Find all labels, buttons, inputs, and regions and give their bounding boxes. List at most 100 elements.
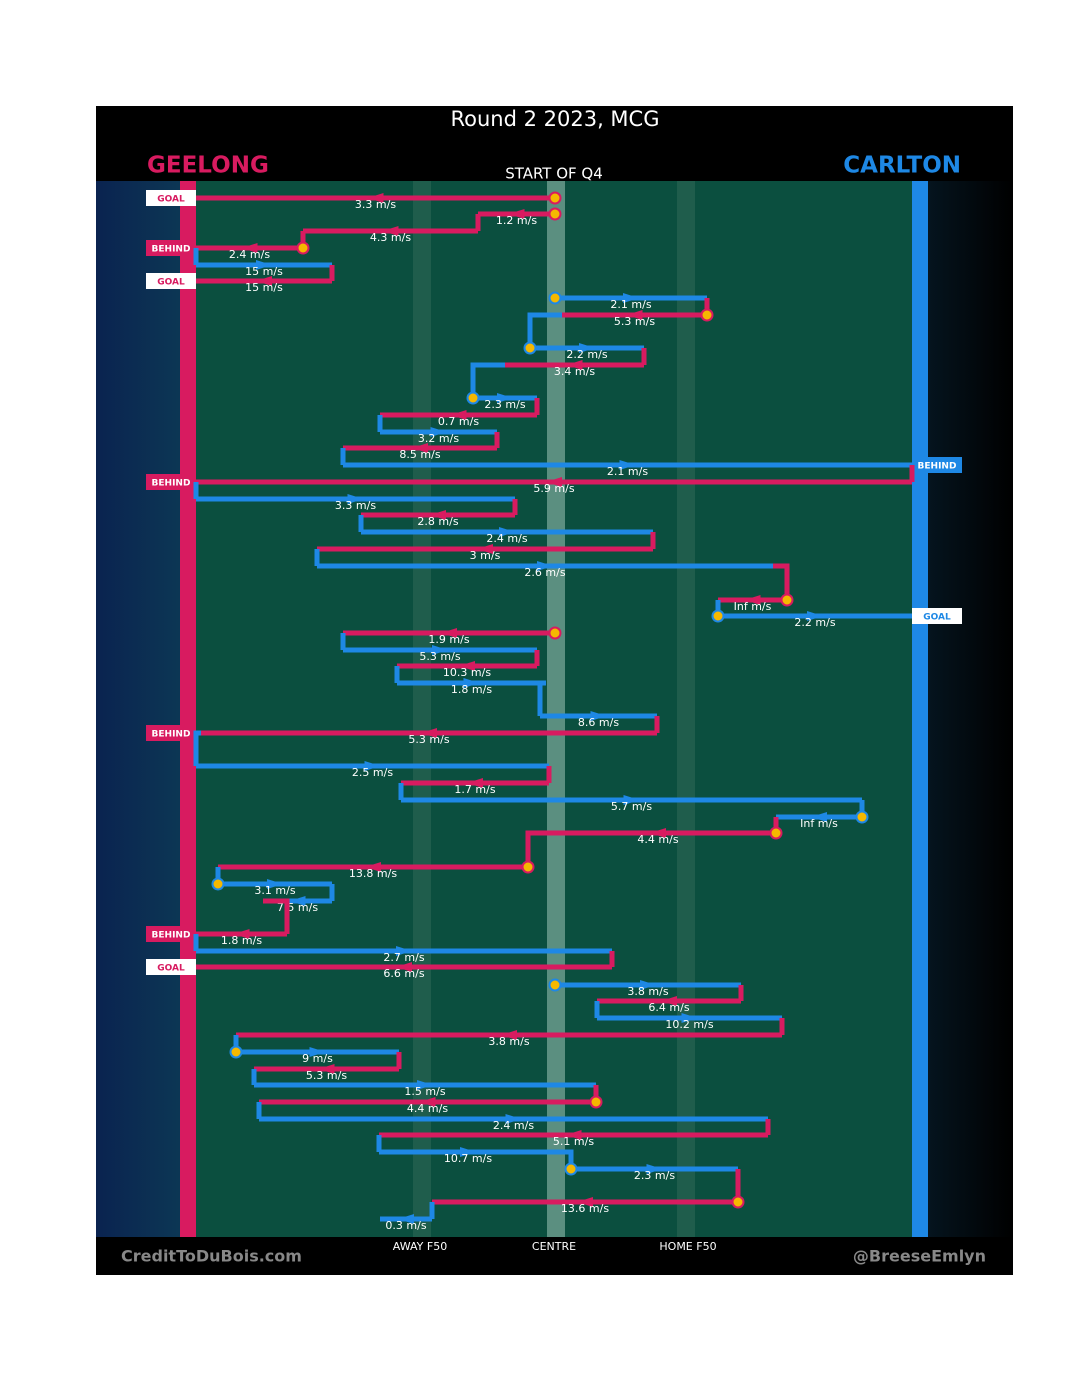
arrow [499, 527, 515, 537]
speed-label: 1.2 m/s [496, 214, 537, 227]
speed-label: 4.3 m/s [370, 231, 411, 244]
arrow [626, 310, 643, 320]
arrow [501, 1030, 517, 1040]
right-margin [912, 181, 1013, 1237]
outcome-label: BEHIND [152, 730, 191, 740]
connector [263, 898, 290, 934]
speed-label: 3.3 m/s [335, 499, 376, 512]
possession-start [548, 207, 562, 221]
speed-label: 2.4 m/s [493, 1119, 534, 1132]
outcome-box [146, 474, 196, 490]
possession-start [700, 308, 714, 322]
speed-label: 5.3 m/s [408, 733, 449, 746]
outcome-box [912, 608, 962, 624]
home-goal-line [180, 181, 196, 1237]
outcome-label: GOAL [157, 278, 185, 288]
speed-label: 2.3 m/s [484, 398, 525, 411]
outcome-box [912, 457, 962, 473]
arrow [318, 1064, 335, 1074]
outcome-label: GOAL [923, 613, 951, 623]
arrow [396, 946, 412, 956]
arrow [347, 494, 364, 504]
possession-start [564, 1162, 578, 1176]
speed-label: 2.2 m/s [566, 348, 607, 361]
speed-label: 3 m/s [470, 549, 501, 562]
speed-label: 2.2 m/s [794, 616, 835, 629]
arrow [811, 812, 827, 822]
speed-label: 9 m/s [302, 1052, 333, 1065]
arrow [681, 1013, 698, 1023]
speed-label: 8.5 m/s [399, 448, 440, 461]
possession-start [466, 391, 480, 405]
arrow [579, 343, 595, 353]
possession-start [548, 191, 562, 205]
credit: @BreeseEmlyn [853, 1247, 986, 1266]
away-f50-band [413, 181, 431, 1237]
speed-label: 2.1 m/s [610, 298, 651, 311]
arrow [417, 1080, 433, 1090]
outcome-label: BEHIND [918, 462, 957, 472]
speed-label: 1.8 m/s [221, 934, 262, 947]
arrow [367, 193, 384, 203]
arrow [619, 460, 636, 470]
connector [773, 563, 790, 600]
outcome-label: BEHIND [152, 931, 191, 941]
speed-label: 3.3 m/s [355, 198, 396, 211]
arrow [430, 510, 446, 520]
arrow [460, 1147, 476, 1157]
outcome-box [146, 926, 196, 942]
connector [193, 730, 201, 766]
possession-start [548, 978, 562, 992]
speed-label: 0.3 m/s [385, 1219, 426, 1232]
left-margin [96, 181, 196, 1237]
possession-start [523, 341, 537, 355]
speed-label: 13.6 m/s [561, 1202, 609, 1215]
speed-label: 2.5 m/s [352, 766, 393, 779]
arrow [382, 226, 399, 236]
speed-label: 15 m/s [245, 265, 283, 278]
possession-start [521, 860, 535, 874]
connector [527, 312, 562, 348]
arrow [450, 410, 467, 420]
movements: 3.3 m/s GOAL 1.2 m/s 4.3 m/s 2.4 m/s BEHIND 15… [146, 190, 962, 1232]
arrow [646, 1164, 663, 1174]
speed-label: 0.7 m/s [438, 415, 479, 428]
arrow [661, 996, 677, 1006]
possession-start [731, 1195, 745, 1209]
arrow [477, 544, 493, 554]
outcome-label: GOAL [157, 195, 185, 205]
arrow [412, 443, 428, 453]
speed-label: 2.3 m/s [634, 1169, 675, 1182]
speed-label: 5.3 m/s [614, 315, 655, 328]
speed-label: 5.3 m/s [306, 1069, 347, 1082]
arrow [441, 628, 457, 638]
arrow [256, 276, 272, 286]
arrow [590, 711, 607, 721]
arrow [546, 477, 562, 487]
speed-label: 2.8 m/s [417, 515, 458, 528]
arrow [267, 879, 283, 889]
home-f50-band [677, 181, 695, 1237]
arrow [537, 561, 553, 571]
arrow [233, 929, 250, 939]
outcome-box [146, 190, 196, 206]
arrow [744, 595, 761, 605]
speed-label: 3.4 m/s [554, 365, 595, 378]
arrow [430, 427, 447, 437]
arrow [459, 661, 475, 671]
connector [525, 830, 540, 867]
possession-start [211, 877, 225, 891]
connector [537, 680, 546, 716]
arrow [398, 1214, 414, 1224]
arrow [565, 1130, 582, 1140]
speed-label: 1.9 m/s [428, 633, 469, 646]
speed-label: 2.1 m/s [607, 465, 648, 478]
arrow [463, 678, 480, 688]
arrow [396, 962, 412, 972]
speed-label: 15 m/s [245, 281, 283, 294]
speed-label: 5.9 m/s [533, 482, 574, 495]
speed-label: 10.3 m/s [443, 666, 491, 679]
possession-start [589, 1095, 603, 1109]
